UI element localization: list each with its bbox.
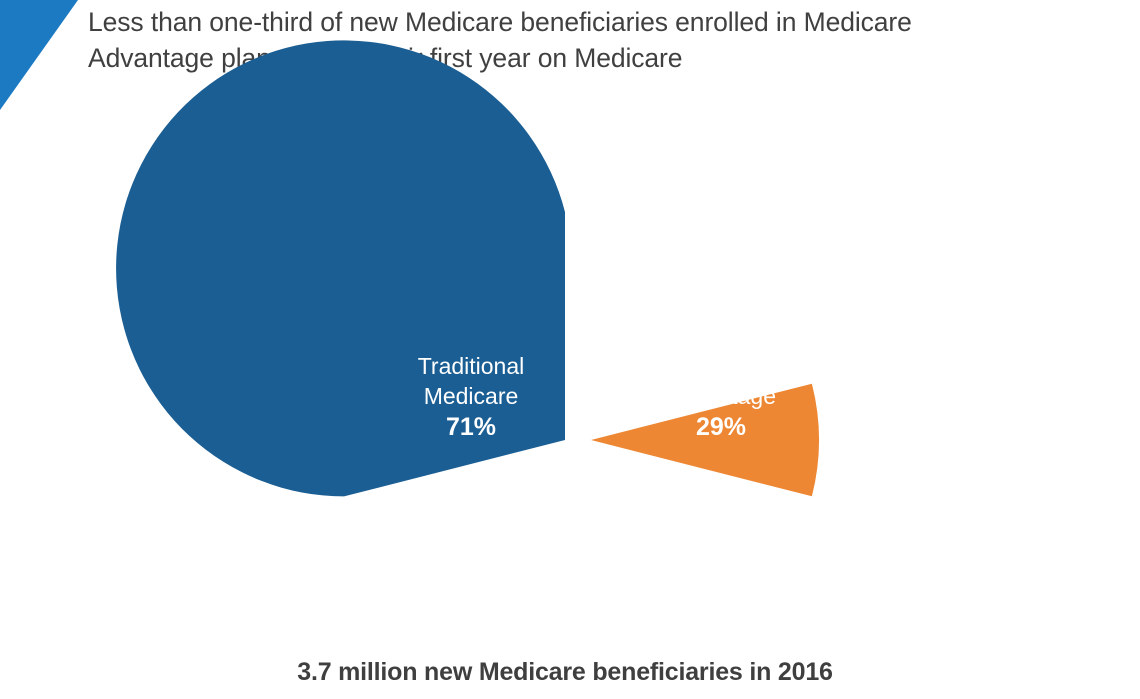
pie-chart-svg <box>116 40 819 497</box>
pie-slices <box>116 40 819 497</box>
chart-title-line-1: Less than one-third of new Medicare bene… <box>88 7 912 37</box>
pie-slice-medicare-advantage[interactable] <box>591 383 819 497</box>
pie-slice-traditional-medicare[interactable] <box>116 40 565 497</box>
chart-caption-text: 3.7 million new Medicare beneficiaries i… <box>297 658 833 686</box>
pie-chart: Traditional Medicare 71% Medicare Advant… <box>0 40 1140 640</box>
chart-title: Less than one-third of new Medicare bene… <box>88 4 1098 76</box>
corner-wedge-decoration <box>0 0 78 110</box>
corner-wedge-triangle <box>0 0 78 110</box>
chart-caption: 3.7 million new Medicare beneficiaries i… <box>0 658 1140 687</box>
